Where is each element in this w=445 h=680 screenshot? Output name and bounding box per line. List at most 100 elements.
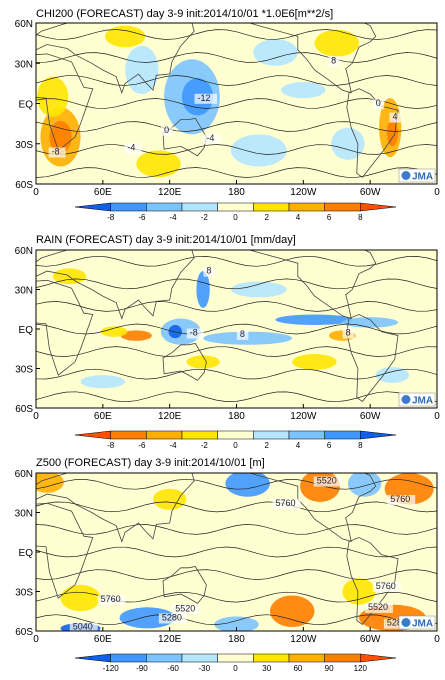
contour-label: 5760 [275,498,295,508]
lon-tick-label: 180 [228,187,245,198]
contour-label: 8 [331,55,336,65]
legend-swatch [217,202,254,212]
contour-label: -8 [52,146,60,156]
panel-title-period: day 3-9 [134,457,174,469]
legend-label: -2 [201,441,209,450]
contour-line [36,29,437,40]
legend-swatch [288,202,325,212]
jma-logo-text: JMA [412,172,433,183]
contour-label-bg [372,99,385,110]
legend-label: 8 [358,441,363,450]
legend-label: -30 [199,664,211,673]
lon-tick-label: 0 [434,411,440,422]
contour-line [36,478,437,490]
anomaly-area [105,25,146,48]
anomaly-area [342,317,399,328]
contour-label: 4 [392,112,397,122]
lon-tick-label: 120W [290,411,317,422]
lon-tick-label: 60W [360,634,381,645]
contour-label-bg [158,613,187,624]
anomaly-area [120,330,152,341]
legend-swatch [146,430,183,440]
contour-line [36,144,437,155]
legend-label: -8 [107,213,115,222]
panel-title-var: RAIN (FORECAST) [36,234,136,246]
anomaly-area [37,76,69,117]
legend-label: -2 [201,213,209,222]
coastline [36,279,94,376]
contour-label-bg [69,622,98,631]
panel-title-period: day 3-9 [136,234,176,246]
contour-label-bg [372,581,401,592]
legend-label: 4 [296,441,301,450]
legend-label: 120 [354,664,368,673]
coastline [346,537,399,625]
panel-title-init: init:2014/10/01 [186,8,261,20]
contour-label-bg [48,147,66,158]
legend-label: -60 [167,664,179,673]
coastline [36,23,195,95]
contour-label: 8 [206,266,211,276]
contour-line [36,346,437,357]
anomaly-area [196,271,210,308]
anomaly-area [347,473,382,497]
anomaly-area [253,39,298,66]
jma-logo-icon [401,395,411,404]
coastline [249,250,377,320]
anomaly-area [36,473,64,493]
legend-swatch [217,430,254,440]
legend-label: -4 [170,441,178,450]
contour-line [36,591,437,603]
anomaly-area [214,616,259,631]
lon-tick-label: 120E [158,634,182,645]
contour-label-bg [203,134,221,145]
lon-tick-label: 180 [228,634,245,645]
contour-label: 5520 [317,476,337,486]
contour-label: 5760 [101,594,121,604]
legend-label: 2 [264,441,269,450]
anomaly-area [136,150,181,178]
legend-swatch [110,653,147,663]
legend-swatch [110,202,147,212]
lon-tick-label: 0 [33,411,39,422]
legend-swatch [146,653,183,663]
contour-label: 5040 [73,622,93,632]
contour-line [36,524,437,535]
panel-title-period: day 3-9 [147,8,187,20]
contour-line [36,368,437,380]
lat-tick-label: EQ [19,325,34,336]
lon-tick-label: 0 [434,634,440,645]
legend-label: -90 [136,664,148,673]
contour-label-bg [328,56,340,67]
contour-label-bg [194,93,218,104]
lat-tick-label: 30N [15,286,33,297]
coastline [346,314,399,402]
coastline [346,88,399,178]
lon-tick-label: 60W [360,411,381,422]
contour-label: 8 [346,328,351,338]
contour-line [36,75,437,86]
jma-logo-icon [401,171,411,180]
contour-line [36,121,437,132]
legend-swatch [74,202,111,212]
anomaly-area [342,578,376,605]
jma-logo-text: JMA [412,619,433,630]
anomaly-area [49,120,72,154]
legend-label: 30 [262,664,271,673]
anomaly-area [152,488,187,510]
legend-swatch [181,430,218,440]
contour-label: -12 [198,93,211,103]
contour-line [36,501,437,513]
legend-swatch [74,430,111,440]
lon-tick-label: 120E [158,187,182,198]
contour-line [36,167,437,178]
anomaly-area [314,29,360,57]
contour-label-bg [186,328,204,339]
contour-label: 0 [376,98,381,108]
lat-tick-label: EQ [19,548,34,559]
legend-label: 60 [293,664,302,673]
lat-tick-label: EQ [19,100,34,111]
chi200-panel: CHI200 (FORECAST) day 3-9 init:2014/10/0… [15,8,441,222]
contour-label-bg [383,618,412,629]
